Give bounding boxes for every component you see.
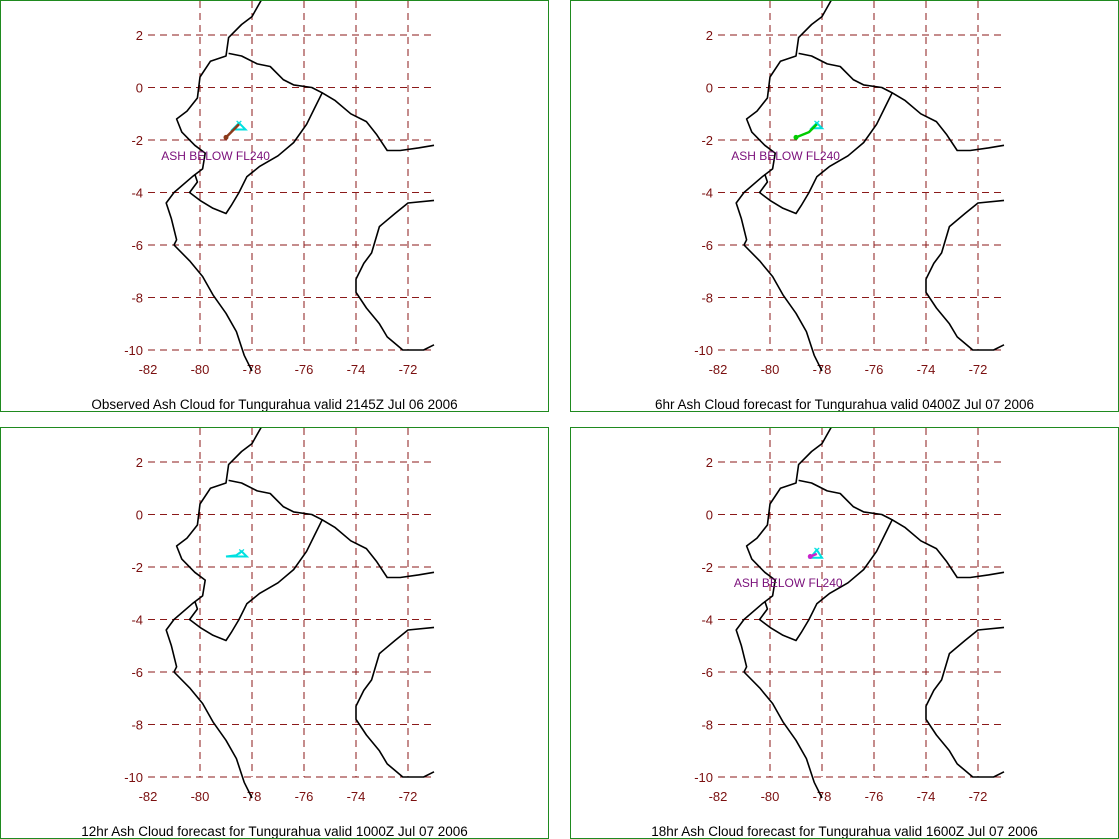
map-canvas: 20-2-4-6-8-10-82 -80 -78 -76 -74 -72×ASH BELO…	[694, 1, 1005, 377]
panel-caption: Observed Ash Cloud for Tungurahua valid …	[91, 397, 458, 412]
x-tick-label: -72	[969, 789, 988, 804]
map-panel-12hr: 2 0 -2 -4 -6 -8 -10 -82 -80 -78 -76 -74 -72 × 12hr As…	[0, 427, 549, 839]
x-tick-label: -76	[865, 362, 884, 377]
y-tick-label: 0	[136, 508, 143, 523]
volcano-marker: ×	[814, 545, 820, 557]
colombia-peru-border	[321, 92, 435, 152]
y-tick-label: -8	[701, 291, 713, 306]
ash-trajectory	[225, 123, 240, 139]
x-tick-label: -80	[761, 789, 780, 804]
x-tick-label: -82	[139, 789, 158, 804]
x-tick-label: -80	[191, 789, 210, 804]
coastline	[165, 1, 262, 372]
y-tick-label: -4	[701, 186, 713, 201]
ash-cloud-outline	[808, 548, 824, 559]
x-tick-label: -72	[399, 789, 418, 804]
y-tick-label: 0	[706, 81, 713, 96]
y-tick-label: -4	[131, 613, 143, 628]
y-tick-label: -6	[131, 238, 143, 253]
y-tick-label: -8	[131, 718, 143, 733]
y-tick-label: 0	[136, 81, 143, 96]
coastline	[165, 428, 262, 799]
y-tick-label: 0	[706, 508, 713, 523]
peru-brazil-border	[355, 626, 435, 778]
peru-brazil-border	[925, 199, 1005, 351]
y-tick-label: -8	[131, 291, 143, 306]
x-tick-label: -76	[865, 789, 884, 804]
y-tick-label: -2	[701, 133, 713, 148]
ash-trajectory	[795, 123, 818, 139]
x-tick-label: -80	[761, 362, 780, 377]
map-panel-18hr: 2 0 -2 -4 -6 -8 -10 -82 -80 -78 -76 -74 -72 × ASH BELO…	[570, 427, 1119, 839]
y-tick-label: -10	[694, 770, 713, 785]
ash-label: ASH BELOW FL240	[734, 576, 843, 590]
panel-caption: 12hr Ash Cloud forecast for Tungurahua v…	[81, 824, 468, 839]
x-tick-label: -76	[295, 789, 314, 804]
x-tick-label: -76	[295, 362, 314, 377]
map-canvas: 20-2-4-6-8-10-82 -80 -78 -76 -74 -72×ASH BELO…	[124, 1, 435, 377]
x-tick-label: -80	[191, 362, 210, 377]
y-tick-label: -10	[694, 343, 713, 358]
map-panel-observed: 2 0 -2 -4 -6 -8 -10 -82 -80 -78 -76 -74 -72 × ASH BELO…	[0, 0, 549, 412]
map-panel-6hr: 2 0 -2 -4 -6 -8 -10 -82 -80 -78 -76 -74 -72 × ASH BELO…	[570, 0, 1119, 412]
map-canvas: 20-2-4-6-8-10-82 -80 -78 -76 -74 -72×	[124, 428, 435, 804]
y-tick-label: -2	[131, 560, 143, 575]
volcano-marker: ×	[814, 118, 820, 130]
y-tick-label: -2	[131, 133, 143, 148]
ecuador-border	[758, 52, 894, 215]
y-tick-label: -8	[701, 718, 713, 733]
panel-caption: 18hr Ash Cloud forecast for Tungurahua v…	[651, 824, 1038, 839]
x-tick-label: -82	[139, 362, 158, 377]
y-tick-label: -10	[124, 770, 143, 785]
y-tick-label: -4	[131, 186, 143, 201]
y-tick-label: -6	[131, 665, 143, 680]
colombia-peru-border	[891, 92, 1005, 152]
ecuador-border	[758, 479, 894, 642]
x-tick-label: -74	[347, 362, 366, 377]
y-tick-label: 2	[136, 455, 143, 470]
y-tick-label: -2	[701, 560, 713, 575]
peru-brazil-border	[925, 626, 1005, 778]
ash-label: ASH BELOW FL240	[161, 149, 270, 163]
x-tick-label: -74	[917, 362, 936, 377]
volcano-marker: ×	[236, 118, 242, 130]
colombia-peru-border	[891, 519, 1005, 579]
x-tick-label: -82	[709, 789, 728, 804]
y-tick-label: 2	[136, 28, 143, 43]
trajectory-end-point	[807, 554, 813, 559]
map-canvas: 20-2-4-6-8-10-82 -80 -78 -76 -74 -72×ASH BELO…	[694, 428, 1005, 804]
panel-caption: 6hr Ash Cloud forecast for Tungurahua va…	[655, 397, 1034, 412]
volcano-marker: ×	[238, 546, 244, 558]
x-tick-label: -82	[709, 362, 728, 377]
ash-cloud-outline	[225, 549, 250, 558]
y-tick-label: -6	[701, 238, 713, 253]
y-tick-label: -4	[701, 613, 713, 628]
x-tick-label: -72	[399, 362, 418, 377]
ecuador-border	[188, 479, 324, 642]
x-tick-label: -74	[917, 789, 936, 804]
trajectory-end-point	[223, 134, 229, 140]
colombia-peru-border	[321, 519, 435, 579]
trajectory-end-point	[793, 134, 799, 140]
x-tick-label: -72	[969, 362, 988, 377]
y-tick-label: -10	[124, 343, 143, 358]
y-tick-label: -6	[701, 665, 713, 680]
coastline	[735, 1, 832, 372]
y-tick-label: 2	[706, 28, 713, 43]
coastline	[735, 428, 832, 799]
peru-brazil-border	[355, 199, 435, 351]
x-tick-label: -74	[347, 789, 366, 804]
ecuador-border	[188, 52, 324, 215]
y-tick-label: 2	[706, 455, 713, 470]
ash-label: ASH BELOW FL240	[731, 149, 840, 163]
